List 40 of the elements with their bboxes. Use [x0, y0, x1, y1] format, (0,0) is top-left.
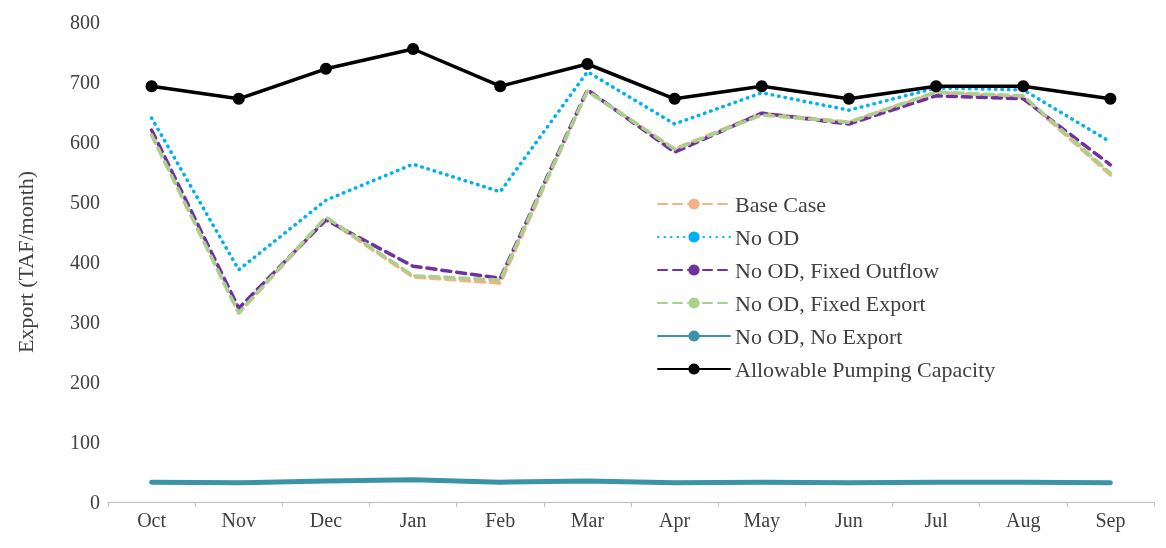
point: [145, 80, 158, 93]
legend-label: No OD, Fixed Outflow: [735, 257, 940, 283]
point: [407, 43, 420, 55]
point: [930, 80, 943, 93]
point: [319, 62, 332, 75]
point: [668, 92, 681, 105]
y-tick-label: 500: [70, 191, 100, 213]
x-tick-label: Oct: [137, 509, 167, 531]
point: [755, 80, 768, 93]
y-tick-label: 100: [70, 431, 100, 453]
x-tick-label: Apr: [659, 509, 691, 532]
x-tick-label: Jun: [835, 509, 863, 531]
point: [581, 58, 594, 70]
y-tick-label: 800: [70, 11, 100, 33]
legend-label: Base Case: [735, 191, 827, 217]
point: [842, 92, 855, 105]
legend-label: No OD, No Export: [735, 323, 903, 349]
legend-label: No OD, Fixed Export: [735, 290, 926, 316]
y-tick-label: 300: [70, 311, 100, 333]
x-tick-label: Mar: [570, 509, 605, 531]
x-tick-label: Jan: [399, 509, 427, 531]
x-tick-label: Jul: [924, 509, 949, 531]
point: [1017, 80, 1030, 93]
y-tick-label: 200: [70, 371, 100, 393]
x-tick-label: Feb: [485, 509, 516, 531]
legend-label: Allowable Pumping Capacity: [735, 356, 996, 382]
x-tick-label: Sep: [1095, 509, 1126, 532]
y-tick-label: 700: [70, 71, 100, 93]
point: [1104, 92, 1117, 105]
y-tick-label: 600: [70, 131, 100, 153]
legend-label: No OD: [735, 224, 800, 250]
y-axis-title: Export (TAF/month): [12, 170, 38, 354]
y-tick-label: 0: [90, 491, 100, 513]
point: [494, 80, 507, 93]
y-tick-label: 400: [70, 251, 100, 273]
point: [232, 92, 245, 105]
x-tick-label: Aug: [1006, 509, 1041, 532]
x-tick-label: Nov: [221, 509, 256, 531]
x-tick-label: Dec: [309, 509, 343, 531]
x-tick-label: May: [743, 509, 781, 532]
